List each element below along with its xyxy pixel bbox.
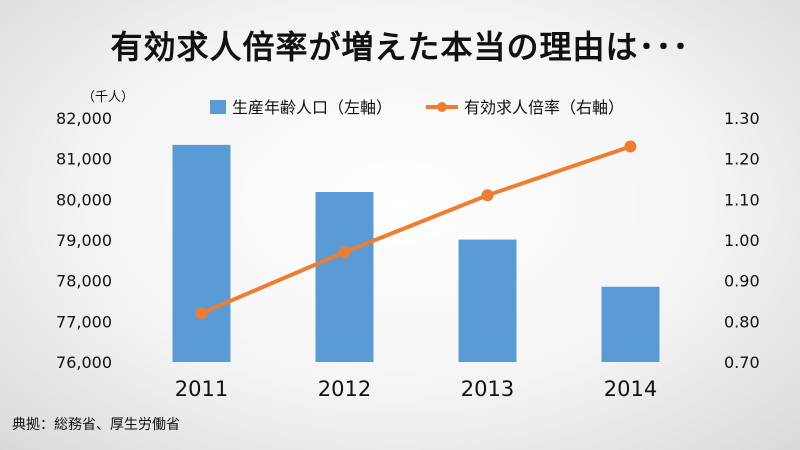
x-axis: 2011 2012 2013 2014 xyxy=(175,377,657,401)
right-tick-label: 1.00 xyxy=(724,231,760,250)
right-tick-label: 0.80 xyxy=(724,312,760,331)
legend-label: 有効求人倍率（右軸） xyxy=(464,98,624,117)
right-tick-label: 1.10 xyxy=(724,190,760,209)
right-tick-label: 1.30 xyxy=(724,109,760,128)
bar xyxy=(172,144,231,362)
left-axis-unit: （千人） xyxy=(82,90,134,105)
left-tick-label: 77,000 xyxy=(56,312,112,331)
left-tick-label: 76,000 xyxy=(56,353,112,372)
x-tick-label: 2012 xyxy=(318,377,371,401)
legend-swatch-point xyxy=(437,102,447,112)
right-tick-label: 0.90 xyxy=(724,272,760,291)
left-tick-label: 80,000 xyxy=(56,190,112,209)
chart-title: 有効求人倍率が増えた本当の理由は･･･ xyxy=(110,28,690,66)
line-series xyxy=(195,140,637,320)
source-note: 典拠：総務省、厚生労働省 xyxy=(12,417,180,433)
left-tick-label: 82,000 xyxy=(56,109,112,128)
right-tick-label: 1.20 xyxy=(724,150,760,169)
x-tick-label: 2013 xyxy=(461,377,514,401)
legend-label: 生産年齢人口（左軸） xyxy=(232,98,392,117)
x-tick-label: 2014 xyxy=(604,377,657,401)
bar xyxy=(458,239,517,362)
bar xyxy=(601,286,660,362)
line-point xyxy=(195,307,208,320)
line-point xyxy=(338,246,351,259)
left-tick-label: 79,000 xyxy=(56,231,112,250)
legend-swatch-bar xyxy=(210,100,226,114)
line-path xyxy=(200,144,632,316)
line-point xyxy=(624,140,637,153)
bar xyxy=(315,192,374,362)
left-tick-label: 81,000 xyxy=(56,150,112,169)
right-axis: 0.70 0.80 0.90 1.00 1.10 1.20 1.30 xyxy=(724,109,760,372)
x-tick-label: 2011 xyxy=(175,377,228,401)
legend: 生産年齢人口（左軸） 有効求人倍率（右軸） xyxy=(210,98,624,117)
left-tick-label: 78,000 xyxy=(56,272,112,291)
bar-series xyxy=(172,144,660,362)
line-point xyxy=(481,189,494,202)
right-tick-label: 0.70 xyxy=(724,353,760,372)
left-axis: 76,000 77,000 78,000 79,000 80,000 81,000 82,0… xyxy=(56,109,112,372)
